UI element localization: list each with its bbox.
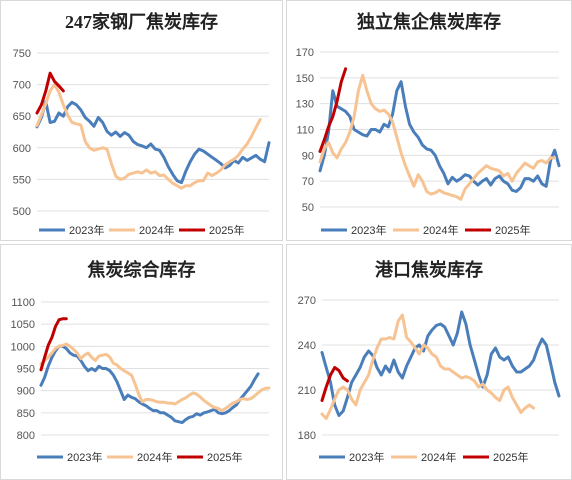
y-tick-label: 800 bbox=[17, 430, 35, 442]
y-tick-label: 700 bbox=[13, 80, 31, 92]
y-tick-label: 500 bbox=[13, 206, 31, 218]
y-tick-label: 240 bbox=[298, 340, 316, 352]
series-line-2024 bbox=[39, 342, 271, 413]
chart-panel-steel-mill-coke-inventory: 247家钢厂焦炭库存 750 700 650 600 550 500 2023年 2024年 20… bbox=[0, 0, 283, 241]
legend-label-2023: 2023年 bbox=[351, 223, 386, 237]
y-tick-label: 270 bbox=[298, 295, 316, 307]
chart-title: 港口焦炭库存 bbox=[375, 259, 483, 280]
chart-svg: 247家钢厂焦炭库存 750 700 650 600 550 500 2023年 2024年 20… bbox=[13, 11, 271, 237]
y-tick-label: 170 bbox=[296, 47, 314, 59]
chart-title: 247家钢厂焦炭库存 bbox=[65, 11, 218, 32]
series-line-2023 bbox=[318, 80, 561, 193]
series-line-2024 bbox=[318, 73, 557, 201]
chart-svg: 独立焦企焦炭库存 170 150 130 110 90 70 50 2023年 2024年 2025… bbox=[296, 11, 561, 237]
legend-label-2023: 2023年 bbox=[67, 450, 102, 464]
y-tick-label: 50 bbox=[302, 202, 314, 214]
legend-label-2024: 2024年 bbox=[139, 223, 174, 237]
series-line-2025 bbox=[39, 317, 68, 372]
series-line-2023 bbox=[39, 344, 260, 425]
series-line-2023 bbox=[320, 310, 561, 417]
chart-panel-port-coke-inventory: 港口焦炭库存 270 240 210 180 2023年 2024年 2025年 bbox=[286, 244, 572, 480]
y-tick-label: 130 bbox=[296, 99, 314, 111]
chart-svg: 焦炭综合库存 1100 1050 1000 950 900 850 800 2023年 2024年… bbox=[11, 259, 271, 464]
chart-svg: 港口焦炭库存 270 240 210 180 2023年 2024年 2025年 bbox=[298, 259, 561, 464]
legend-label-2025: 2025年 bbox=[207, 450, 242, 464]
series-line-2025 bbox=[35, 71, 65, 115]
chart-panel-independent-coking-coke-inventory: 独立焦企焦炭库存 170 150 130 110 90 70 50 2023年 2024年 2025… bbox=[286, 0, 572, 241]
y-tick-label: 950 bbox=[17, 364, 35, 376]
series-line-2024 bbox=[35, 83, 262, 190]
y-tick-label: 150 bbox=[296, 73, 314, 85]
y-tick-label: 600 bbox=[13, 143, 31, 155]
y-tick-label: 900 bbox=[17, 386, 35, 398]
series-line-2025 bbox=[318, 67, 348, 153]
y-tick-label: 650 bbox=[13, 111, 31, 123]
legend-label-2025: 2025年 bbox=[495, 223, 530, 237]
series-line-2024 bbox=[320, 313, 536, 420]
chart-title: 焦炭综合库存 bbox=[87, 259, 196, 280]
legend-label-2024: 2024年 bbox=[421, 450, 456, 464]
legend-label-2023: 2023年 bbox=[349, 450, 384, 464]
y-tick-label: 210 bbox=[298, 385, 316, 397]
y-tick-label: 110 bbox=[296, 125, 314, 137]
series-line-2023 bbox=[35, 100, 271, 185]
y-tick-label: 1050 bbox=[11, 319, 35, 331]
y-tick-label: 850 bbox=[17, 408, 35, 420]
y-tick-label: 750 bbox=[13, 48, 31, 60]
y-tick-label: 180 bbox=[298, 430, 316, 442]
chart-panel-total-coke-inventory: 焦炭综合库存 1100 1050 1000 950 900 850 800 2023年 2024年… bbox=[0, 244, 283, 480]
y-tick-label: 1000 bbox=[11, 341, 35, 353]
y-tick-label: 550 bbox=[13, 174, 31, 186]
legend-label-2025: 2025年 bbox=[209, 223, 244, 237]
legend-label-2024: 2024年 bbox=[137, 450, 172, 464]
chart-title: 独立焦企焦炭库存 bbox=[357, 11, 501, 32]
y-tick-label: 70 bbox=[302, 176, 314, 188]
legend-label-2023: 2023年 bbox=[69, 223, 104, 237]
legend-label-2025: 2025年 bbox=[493, 450, 528, 464]
y-tick-label: 90 bbox=[302, 150, 314, 162]
series-line-2025 bbox=[320, 366, 349, 402]
y-tick-label: 1100 bbox=[11, 297, 35, 309]
legend-label-2024: 2024年 bbox=[423, 223, 458, 237]
